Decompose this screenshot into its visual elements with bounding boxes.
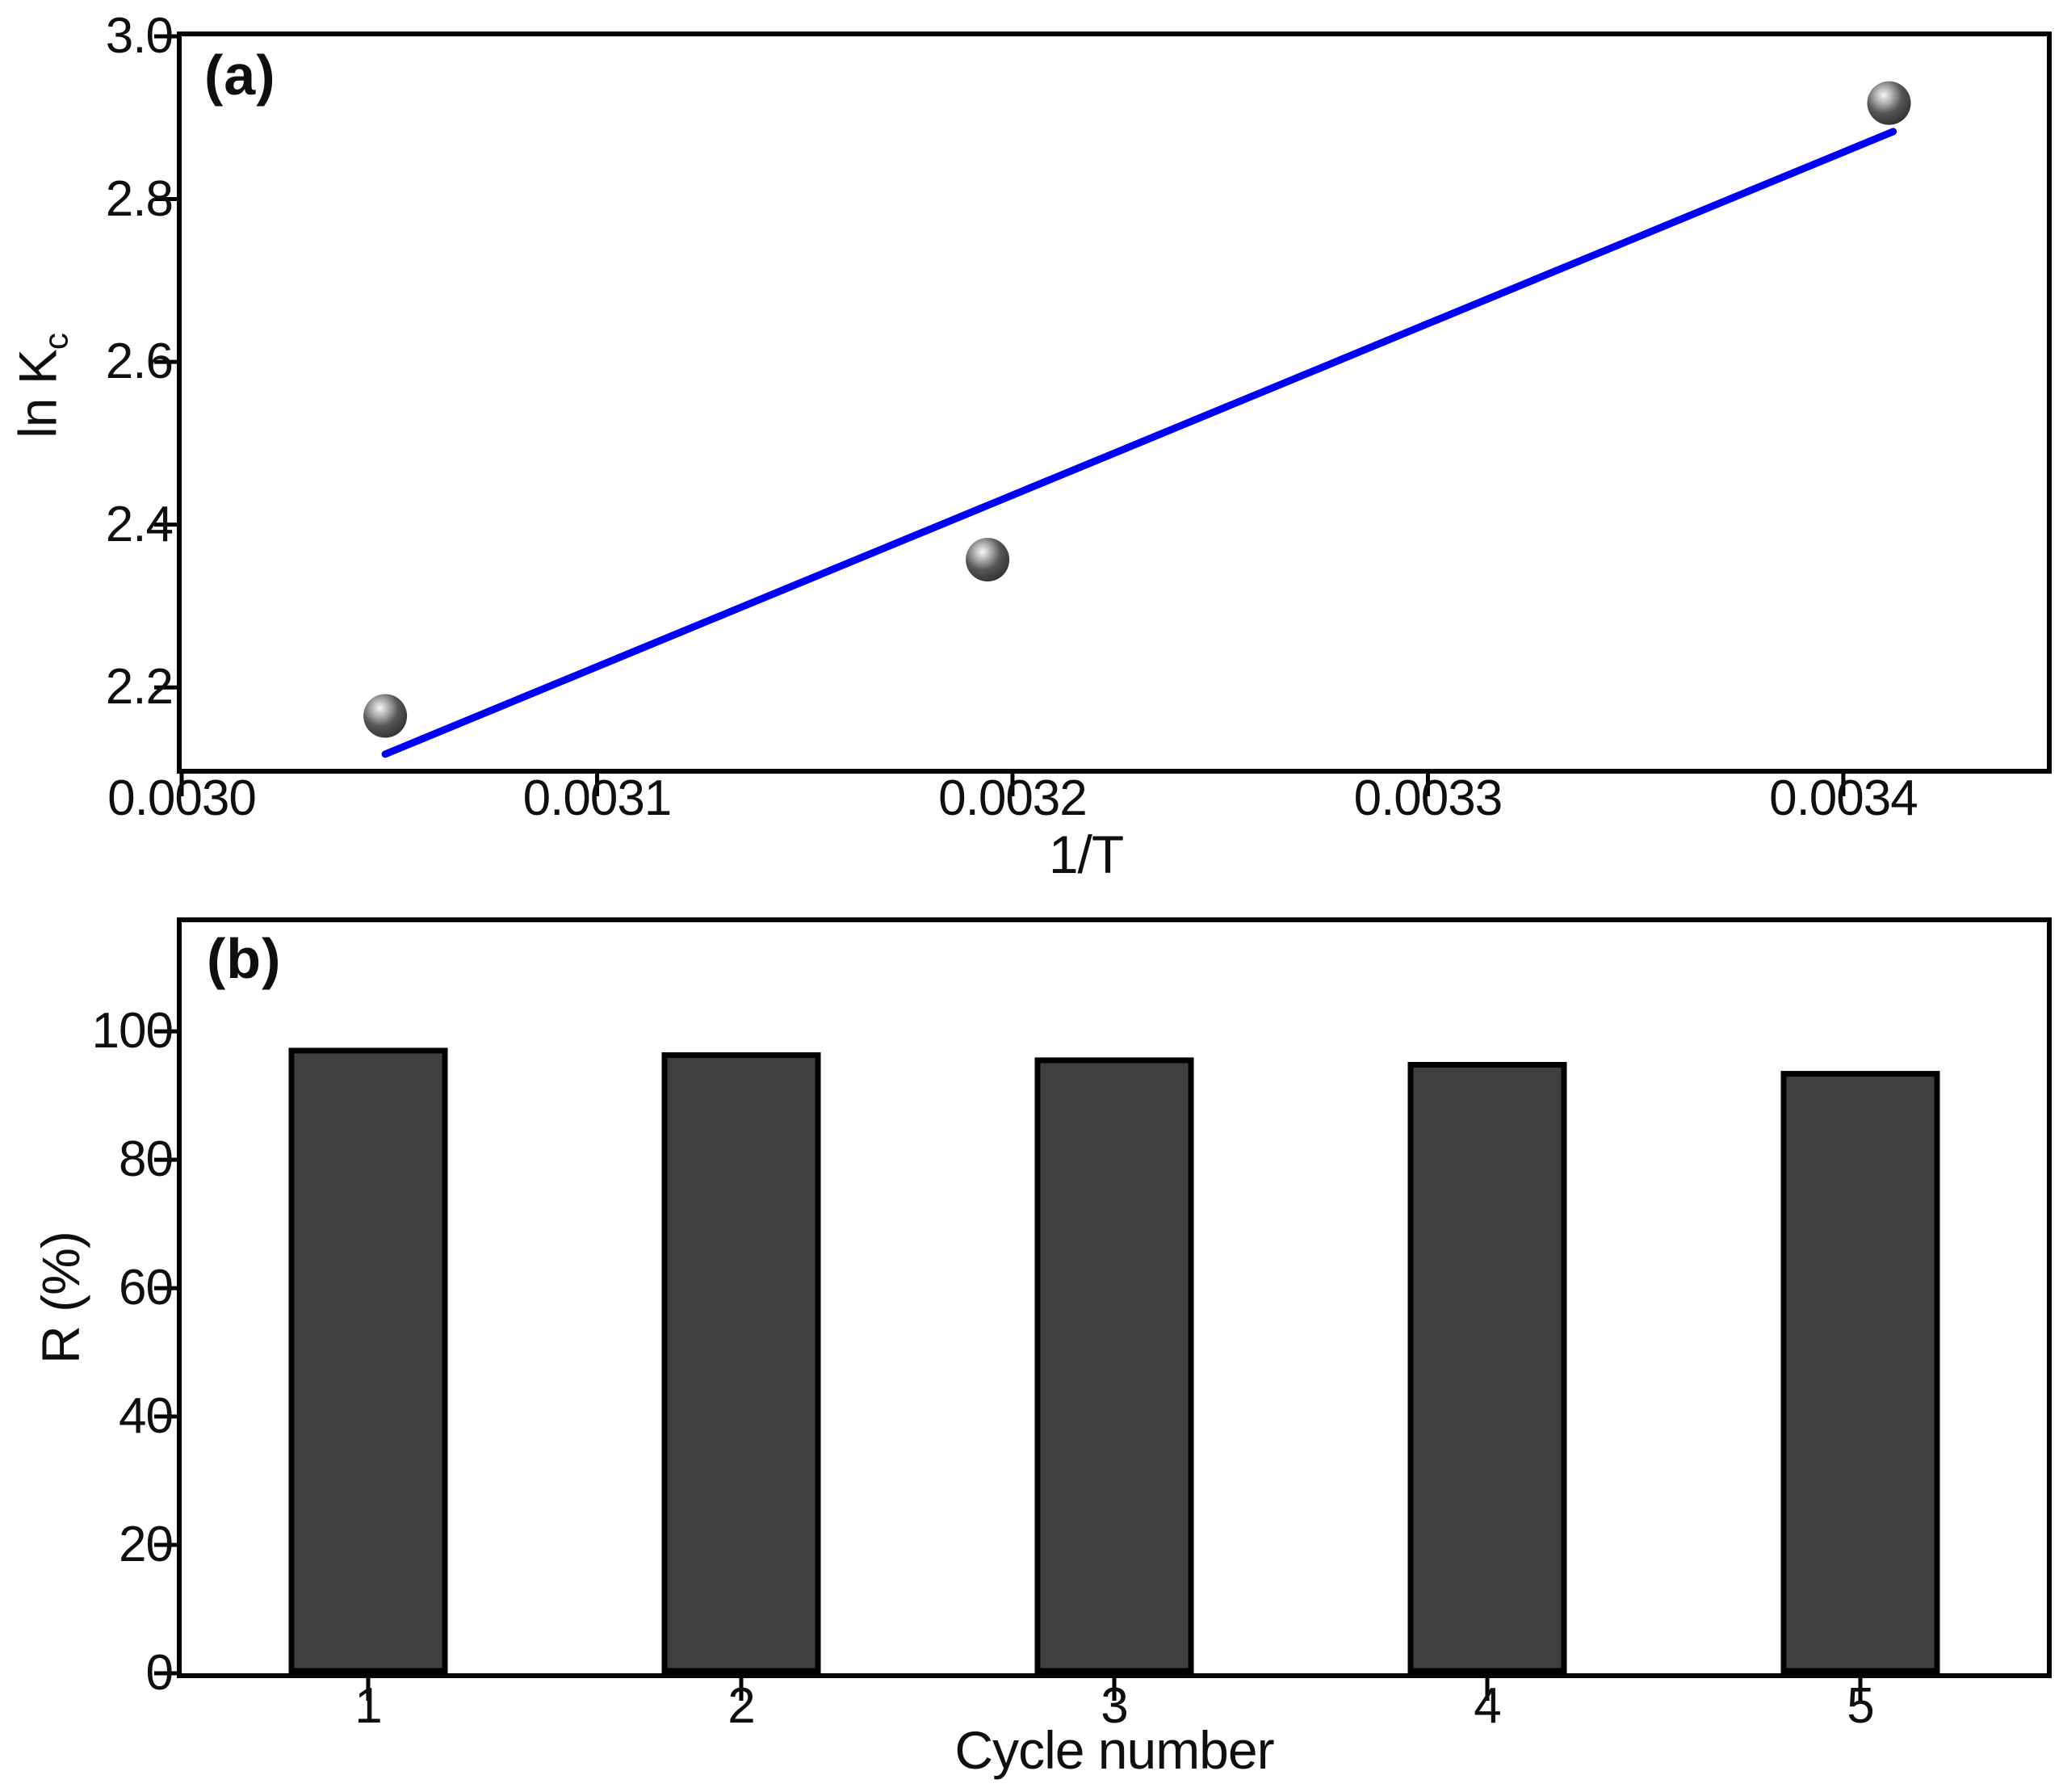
panel-b-x-axis-title: Cycle number [954, 1720, 1274, 1780]
y-tick-label: 60 [119, 1260, 174, 1316]
panel-a-x-axis-title: 1/T [1048, 825, 1124, 884]
y-tick-label: 3.0 [105, 8, 174, 64]
panel-a-y-axis-title-main: ln K [7, 350, 68, 439]
x-tick-label: 0.0031 [522, 770, 673, 826]
panel-a-y-axis-title-sub: c [36, 334, 75, 350]
x-tick-label: 0.0033 [1353, 770, 1503, 826]
y-tick-label: 100 [91, 1003, 174, 1060]
x-tick-label: 2 [728, 1678, 755, 1734]
x-tick-label: 4 [1474, 1678, 1501, 1734]
y-tick-label: 2.2 [105, 659, 174, 716]
y-tick-label: 0 [145, 1645, 174, 1701]
y-tick-label: 40 [119, 1388, 174, 1445]
x-tick-label: 0.0034 [1769, 770, 1918, 826]
x-tick-label: 1 [354, 1678, 382, 1734]
panel-a-y-axis-title: ln Kc [7, 334, 75, 439]
x-tick-label: 3 [1101, 1678, 1128, 1734]
panel-b-y-axis-title: R (%) [31, 1232, 90, 1364]
y-tick-label: 2.6 [105, 334, 174, 390]
x-tick-label: 5 [1847, 1678, 1874, 1734]
y-tick-label: 80 [119, 1131, 174, 1188]
x-tick-label: 0.0030 [107, 770, 257, 826]
y-tick-label: 2.4 [105, 496, 174, 552]
panel-a-plot-area [177, 31, 2052, 774]
x-tick-label: 0.0032 [938, 770, 1088, 826]
y-tick-label: 20 [119, 1517, 174, 1573]
panel-b-plot-area [177, 917, 2052, 1678]
panel-b-label: (b) [207, 927, 282, 990]
panel-a-label: (a) [204, 44, 276, 107]
y-tick-label: 2.8 [105, 170, 174, 227]
